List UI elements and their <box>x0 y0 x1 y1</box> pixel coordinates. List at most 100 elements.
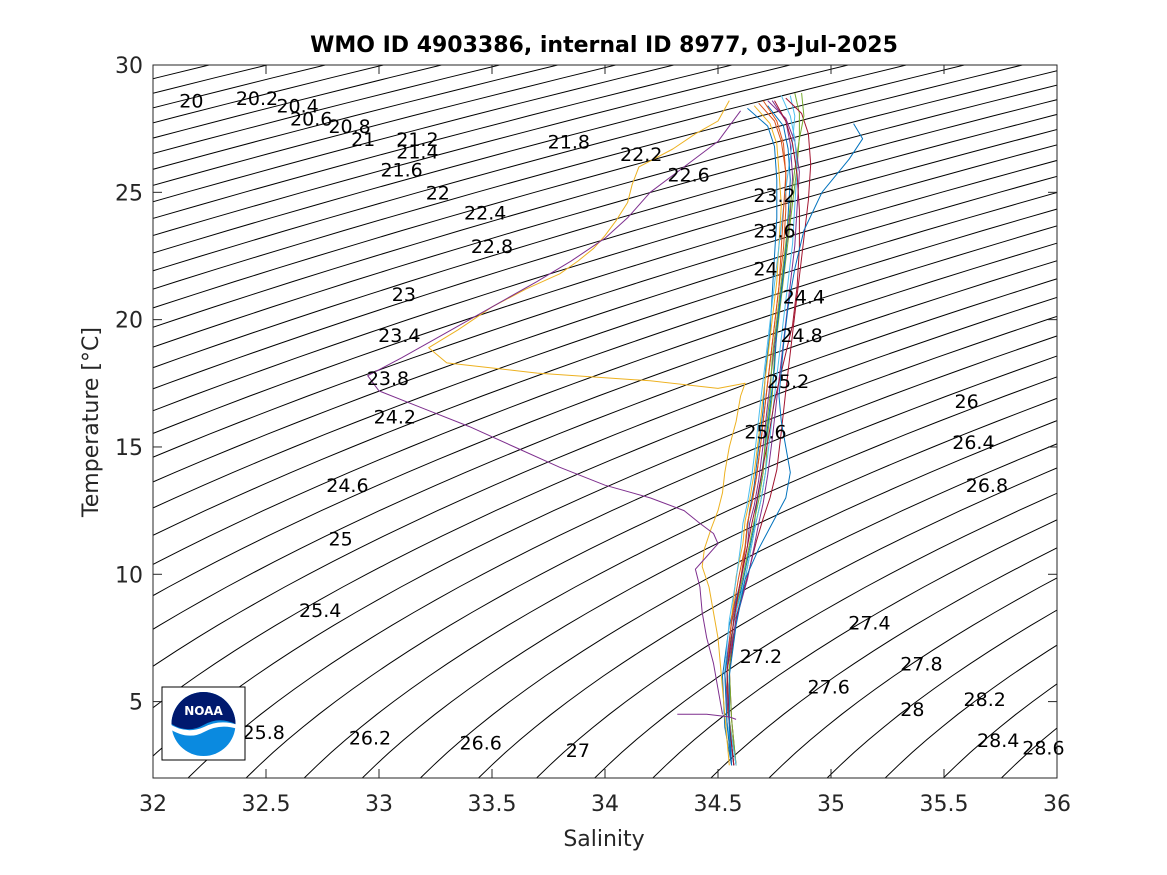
contour-label: 27.4 <box>848 613 890 635</box>
density-contour-line <box>153 175 1057 483</box>
noaa-logo: NOAA <box>161 686 246 761</box>
profile-line-8 <box>726 100 787 766</box>
density-contour-line <box>153 208 1057 536</box>
density-contour-line <box>710 547 1057 778</box>
contour-label: 27.8 <box>900 653 942 675</box>
profile-line-17 <box>677 713 737 720</box>
density-contour-line <box>942 683 1057 778</box>
density-contour-line <box>153 65 909 272</box>
contour-label: 22.4 <box>464 203 506 225</box>
contour-label: 24.8 <box>780 325 822 347</box>
contour-label: 23.2 <box>753 185 795 207</box>
contour-label: 26.2 <box>349 727 391 749</box>
density-contour-line <box>153 144 1057 434</box>
density-contour-line <box>361 397 1057 778</box>
contour-label: 27 <box>566 740 590 762</box>
contour-label: 23 <box>392 284 416 306</box>
contour-label: 25.4 <box>299 600 341 622</box>
profile-line-12 <box>726 100 800 766</box>
density-contour-line <box>768 577 1057 778</box>
density-contour-line <box>153 159 1057 458</box>
y-tick-label: 25 <box>115 181 143 206</box>
density-contour-line <box>477 443 1057 778</box>
contour-label: 25.6 <box>744 422 786 444</box>
density-contour-line <box>419 420 1057 778</box>
density-contour-line <box>153 65 793 237</box>
contour-label: 20.2 <box>236 88 278 110</box>
density-contour-line <box>187 335 1057 778</box>
y-tick-label: 30 <box>115 54 143 79</box>
density-contour-line <box>153 129 1057 412</box>
density-contour-line <box>826 609 1057 778</box>
density-contour-line <box>153 84 1057 348</box>
x-tick-label: 36 <box>1043 792 1071 817</box>
density-contour-line <box>153 65 676 203</box>
profile-line-15 <box>428 100 746 397</box>
contour-label: 25.2 <box>767 371 809 393</box>
contour-label: 24.4 <box>783 287 825 309</box>
profile-line-3 <box>724 100 794 766</box>
density-contour-line <box>153 242 1057 597</box>
contour-label: 28 <box>900 699 924 721</box>
profile-line-6 <box>728 97 812 766</box>
x-tick-label: 32 <box>139 792 167 817</box>
contour-label: 28.2 <box>964 689 1006 711</box>
contour-label: 27.6 <box>808 676 850 698</box>
y-tick-label: 20 <box>115 309 143 334</box>
density-contour-line <box>535 467 1057 778</box>
contour-label: 28.6 <box>1022 737 1064 759</box>
profile-line-2 <box>726 105 782 766</box>
density-contour-line <box>153 65 1025 309</box>
contour-label: 24 <box>753 259 777 281</box>
x-tick-label: 34.5 <box>694 792 743 817</box>
contour-label: 23.4 <box>378 325 420 347</box>
y-tick-label: 5 <box>129 691 143 716</box>
contour-label: 22.6 <box>667 165 709 187</box>
chart-title: WMO ID 4903386, internal ID 8977, 03-Jul… <box>310 33 898 58</box>
profile-lines <box>367 92 864 766</box>
density-contour-line <box>153 225 1057 566</box>
density-contour-line <box>153 65 735 219</box>
contour-label: 20.8 <box>328 116 370 138</box>
density-contour-line <box>153 65 851 254</box>
x-axis-label: Salinity <box>563 827 644 852</box>
contour-label: 22 <box>426 182 450 204</box>
profile-line-16 <box>367 110 742 715</box>
profile-line-5 <box>724 95 796 766</box>
density-contour-line <box>153 278 1057 667</box>
y-tick-label: 15 <box>115 436 143 461</box>
x-tick-label: 33.5 <box>468 792 517 817</box>
contour-label: 21.6 <box>380 159 422 181</box>
contour-label: 21.2 <box>396 129 438 151</box>
x-tick-label: 34 <box>591 792 619 817</box>
density-contour-line <box>153 260 1057 630</box>
contour-label: 21.4 <box>396 142 438 164</box>
density-contour-line <box>153 70 1057 328</box>
density-contours <box>153 65 1057 778</box>
y-axis-label: Temperature [°C] <box>79 327 104 518</box>
x-tick-label: 32.5 <box>242 792 291 817</box>
density-contour-line <box>153 191 1057 509</box>
contour-label: 21 <box>351 129 375 151</box>
density-contour-line <box>153 65 618 186</box>
contour-label: 26.6 <box>460 732 502 754</box>
y-axis-ticks: 5 10 15 20 25 30 <box>115 54 1057 716</box>
density-contour-line <box>245 355 1057 778</box>
contour-label: 24.6 <box>326 475 368 497</box>
contour-label: 20.6 <box>290 109 332 131</box>
x-axis-ticks: 32 32.5 33 33.5 34 34.5 35 35.5 36 <box>139 65 1071 817</box>
contour-label: 26.8 <box>966 475 1008 497</box>
contour-label: 23.8 <box>367 368 409 390</box>
density-contour-line <box>594 492 1057 778</box>
profile-line-14 <box>701 395 742 766</box>
density-contour-line <box>884 644 1057 778</box>
contour-label: 26 <box>955 391 979 413</box>
contour-label: 21.8 <box>548 131 590 153</box>
contour-label: 20 <box>179 91 203 113</box>
contour-label: 24.2 <box>374 406 416 428</box>
contour-label: 25 <box>329 529 353 551</box>
density-contour-line <box>303 376 1057 778</box>
contour-label: 22.2 <box>620 144 662 166</box>
contour-label: 25.8 <box>243 722 285 744</box>
